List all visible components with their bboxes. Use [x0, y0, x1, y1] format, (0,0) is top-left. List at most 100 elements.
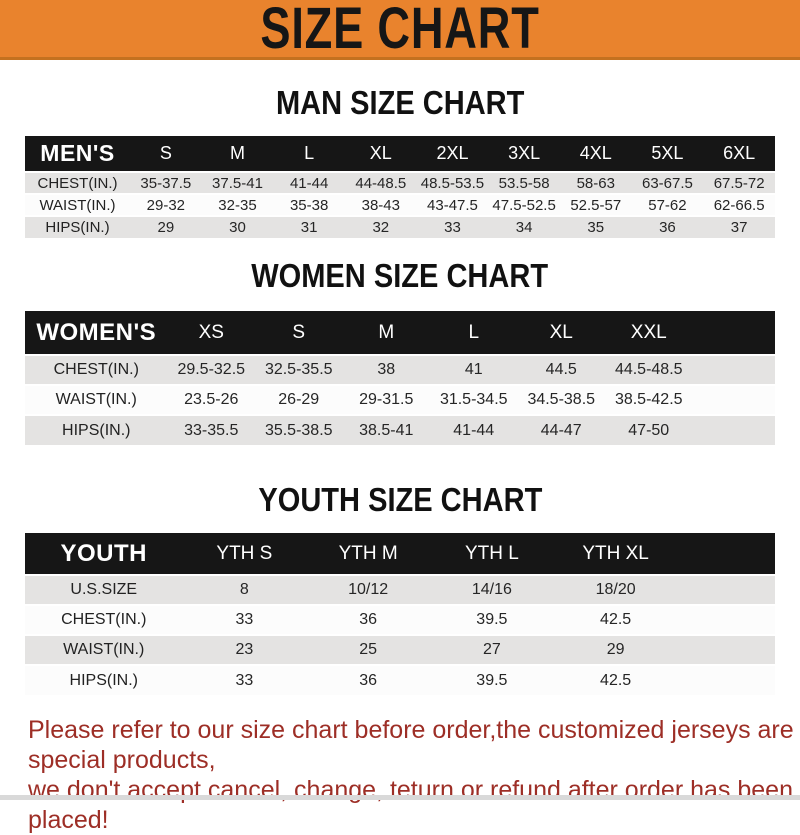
- size-value: 47-50: [628, 421, 670, 439]
- size-value: 44.5: [545, 361, 577, 378]
- size-value: 8: [239, 581, 249, 598]
- row-label: CHEST(IN.): [53, 361, 139, 378]
- size-value: 35-37.5: [140, 174, 192, 192]
- table-row: HIPS(IN.) 33-35.5 35.5-38.5 38.5-41 41-44 44-…: [25, 415, 775, 445]
- column-header: S: [292, 321, 306, 343]
- size-value: 44-48.5: [355, 174, 407, 192]
- row-label: WAIST(IN.): [63, 641, 145, 658]
- banner-title: SIZE CHART: [260, 0, 540, 61]
- disclaimer-text: Please refer to our size chart before or…: [28, 715, 800, 835]
- table-row: CHEST(IN.) 35-37.5 37.5-41 41-44 44-48.5 48.5…: [25, 172, 775, 194]
- filler-cell: [693, 385, 776, 415]
- size-value: 31: [300, 219, 318, 236]
- section-heading: WOMEN SIZE CHART: [251, 257, 549, 294]
- filler-cell: [693, 355, 776, 385]
- column-header: XXL: [630, 321, 667, 343]
- size-value: 58-63: [576, 174, 615, 192]
- size-value: 47.5-52.5: [492, 196, 556, 214]
- size-chart-section-men: MAN SIZE CHART MEN'S S M L XL 2XL 3XL 4XL 5XL 6XL…: [0, 85, 800, 238]
- size-value: 67.5-72: [713, 174, 765, 192]
- row-label: CHEST(IN.): [61, 611, 147, 628]
- size-value: 39.5: [476, 671, 508, 689]
- filler-cell: [678, 665, 776, 695]
- size-value: 30: [229, 219, 246, 236]
- size-value: 42.5: [600, 671, 632, 689]
- size-value: 48.5-53.5: [420, 174, 485, 192]
- size-value: 36: [359, 671, 378, 689]
- size-value: 33: [444, 219, 461, 236]
- filler-cell: [678, 533, 776, 575]
- size-value: 33: [235, 671, 254, 689]
- filler-cell: [678, 605, 776, 635]
- size-value: 32-35: [218, 196, 257, 214]
- size-value: 42.5: [600, 611, 632, 628]
- column-header: 4XL: [579, 143, 612, 163]
- table-row: U.S.SIZE 8 10/12 14/16 18/20: [25, 575, 775, 605]
- size-chart-section-women: WOMEN SIZE CHART WOMEN'S XS S M L XL XXL CHEST…: [0, 258, 800, 445]
- column-header: L: [304, 143, 315, 163]
- size-value: 33-35.5: [184, 421, 239, 439]
- size-value: 31.5-34.5: [439, 391, 508, 408]
- table-row: CHEST(IN.) 29.5-32.5 32.5-35.5 38 41 44.5 44.5…: [25, 355, 775, 385]
- size-value: 35-38: [289, 196, 329, 214]
- size-value: 29-32: [146, 196, 186, 214]
- table-row: HIPS(IN.) 33 36 39.5 42.5: [25, 665, 775, 695]
- column-header: YTH L: [464, 542, 519, 564]
- filler-cell: [678, 575, 776, 605]
- size-value: 43-47.5: [427, 196, 478, 214]
- size-value: 25: [359, 641, 378, 658]
- table-group-label: MEN'S: [40, 140, 115, 166]
- column-header: M: [378, 321, 395, 343]
- table-header-row: WOMEN'S XS S M L XL XXL: [25, 311, 775, 355]
- table-row: HIPS(IN.) 29 30 31 32 33 34 35 36 37: [25, 216, 775, 238]
- size-value: 36: [659, 219, 676, 236]
- size-value: 18/20: [595, 581, 636, 598]
- disclaimer-line2: we don't accept cancel, change, teturn o…: [28, 776, 793, 834]
- size-value: 35.5-38.5: [264, 421, 333, 439]
- size-value: 34.5-38.5: [527, 391, 596, 408]
- filler-cell: [678, 635, 776, 665]
- size-value: 29-31.5: [359, 391, 414, 408]
- filler-cell: [693, 415, 776, 445]
- column-header: YTH XL: [582, 542, 649, 564]
- size-value: 29.5-32.5: [177, 361, 246, 378]
- table-row: WAIST(IN.) 23 25 27 29: [25, 635, 775, 665]
- size-value: 29: [157, 219, 175, 236]
- column-header: YTH M: [338, 542, 398, 564]
- size-value: 38: [377, 361, 396, 378]
- size-value: 34: [515, 219, 533, 236]
- table-header-row: YOUTH YTH S YTH M YTH L YTH XL: [25, 533, 775, 575]
- size-value: 37.5-41: [212, 174, 263, 192]
- table-group-label: YOUTH: [60, 539, 147, 567]
- size-value: 32.5-35.5: [264, 361, 333, 378]
- size-value: 35: [587, 219, 605, 236]
- column-header: XL: [549, 321, 573, 343]
- size-value: 14/16: [471, 581, 512, 598]
- size-chart-section-youth: YOUTH SIZE CHART YOUTH YTH S YTH M YTH L YTH…: [0, 482, 800, 695]
- table-row: WAIST(IN.) 23.5-26 26-29 29-31.5 31.5-34.5 34…: [25, 385, 775, 415]
- row-label: HIPS(IN.): [62, 421, 131, 439]
- size-value: 39.5: [476, 611, 508, 628]
- size-value: 38-43: [361, 196, 400, 214]
- size-value: 27: [482, 641, 501, 658]
- column-header: XL: [369, 143, 392, 163]
- size-value: 33: [235, 611, 254, 628]
- size-value: 29: [606, 641, 625, 658]
- size-value: 44-47: [540, 421, 582, 439]
- disclaimer-line1: Please refer to our size chart before or…: [28, 716, 794, 774]
- size-value: 38.5-41: [359, 421, 414, 439]
- section-heading: MAN SIZE CHART: [275, 84, 525, 121]
- bottom-strip: [0, 795, 800, 800]
- size-value: 52.5-57: [570, 196, 622, 214]
- size-value: 41-44: [453, 421, 495, 439]
- size-value: 38.5-42.5: [614, 391, 683, 408]
- size-value: 57-62: [648, 196, 687, 214]
- size-table: MEN'S S M L XL 2XL 3XL 4XL 5XL 6XL CHEST(IN.) 35-3…: [25, 136, 775, 238]
- size-value: 26-29: [278, 391, 320, 408]
- table-header-row: MEN'S S M L XL 2XL 3XL 4XL 5XL 6XL: [25, 136, 775, 172]
- row-label: WAIST(IN.): [55, 391, 137, 408]
- row-label: CHEST(IN.): [37, 174, 118, 192]
- column-header: 3XL: [508, 143, 541, 163]
- table-group-label: WOMEN'S: [36, 318, 157, 346]
- column-header: XS: [198, 321, 224, 343]
